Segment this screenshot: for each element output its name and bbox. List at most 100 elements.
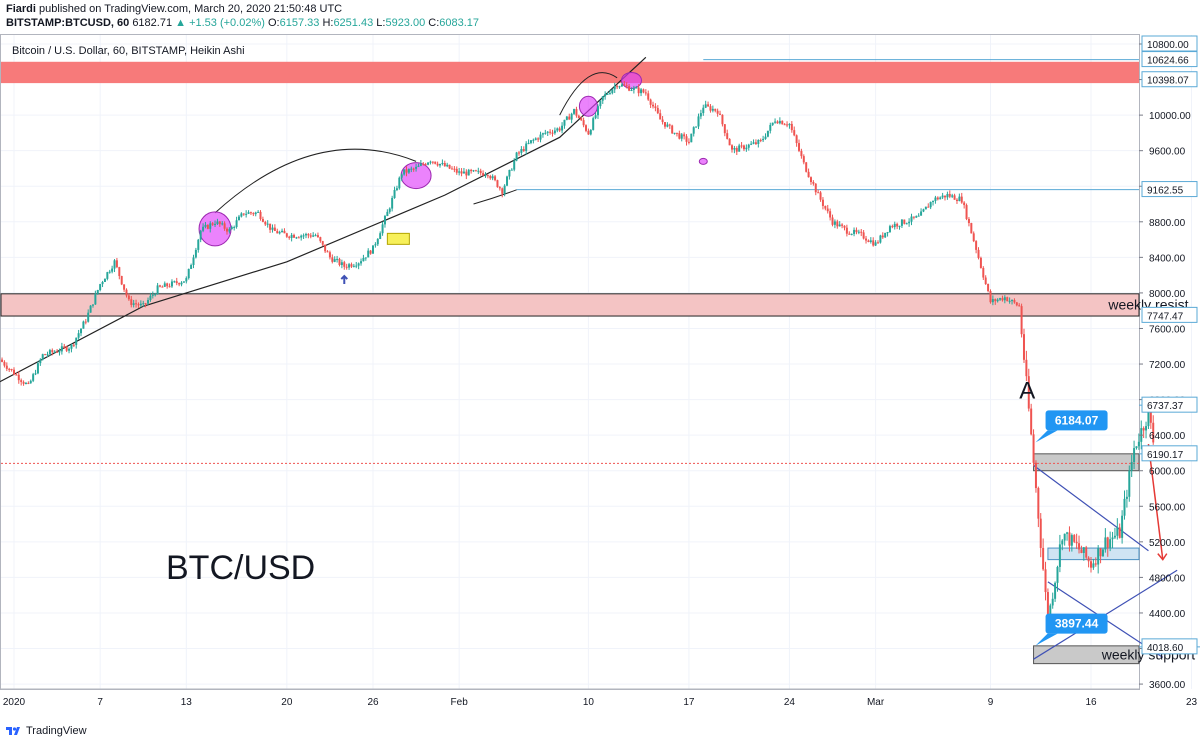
candle-body — [264, 221, 267, 225]
candle-body — [34, 373, 37, 375]
footer-brand[interactable]: TradingView — [26, 725, 87, 737]
candle-body — [613, 86, 616, 90]
candle-body — [687, 141, 690, 143]
author-name[interactable]: Fiardi — [6, 3, 36, 15]
candle-body — [534, 138, 537, 140]
time-axis[interactable]: 2020 7 13 20 26 Feb 10 17 24 Mar 9 16 23 — [1, 688, 1198, 708]
candle-body — [541, 133, 544, 135]
candle-body — [8, 368, 11, 370]
candle-body — [482, 173, 485, 176]
axis-price-tag-label: 6190.17 — [1147, 450, 1184, 461]
candle-body — [450, 168, 453, 170]
candle-body — [601, 96, 604, 101]
candle-body — [48, 350, 51, 355]
candle-body — [776, 121, 779, 124]
candle-body — [1039, 518, 1042, 548]
candle-body — [544, 132, 547, 134]
candle-body — [546, 131, 549, 133]
candle-body — [101, 282, 104, 285]
candle-body — [683, 134, 686, 137]
candle-body — [170, 281, 173, 287]
candle-body — [941, 195, 944, 198]
candle-body — [1056, 566, 1059, 583]
target-arrow-head — [1157, 553, 1168, 561]
candle-body — [881, 235, 884, 238]
candle-body — [247, 212, 250, 214]
axis-price-tag-label: 7747.47 — [1147, 311, 1184, 322]
price-axis[interactable]: 3600.004000.004400.004800.005200.005600.… — [1139, 35, 1198, 691]
candle-body — [853, 229, 856, 234]
price-tags: 6184.07 3897.44 — [1035, 410, 1108, 646]
candle-body — [965, 205, 968, 219]
candle-body — [149, 295, 152, 300]
candle-body — [1066, 532, 1069, 534]
candle-body — [838, 224, 841, 227]
candle-body — [829, 211, 832, 218]
candle-body — [211, 223, 214, 225]
candle-body — [302, 235, 305, 237]
candle-body — [826, 208, 829, 212]
candle-body — [427, 162, 430, 165]
candle-body — [376, 238, 379, 245]
candle-body — [884, 232, 887, 238]
candle-body — [865, 238, 868, 241]
candle-body — [711, 108, 714, 111]
candle-body — [355, 265, 358, 267]
candle-body — [812, 182, 815, 184]
candle-body — [596, 106, 599, 116]
open-label: O: — [267, 17, 280, 29]
candle-body — [324, 244, 327, 252]
candle-body — [1068, 532, 1071, 546]
candle-body — [316, 235, 319, 238]
candle-body — [675, 132, 678, 134]
candle-body — [939, 197, 942, 200]
candle-body — [326, 251, 329, 253]
candle-body — [1137, 441, 1140, 447]
candle-body — [125, 289, 128, 296]
candle-body — [288, 236, 291, 238]
candle-body — [577, 115, 580, 119]
candle-body — [144, 303, 147, 305]
candle-body — [393, 189, 396, 198]
candle-body — [321, 241, 324, 245]
candle-body — [814, 183, 817, 193]
candle-body — [766, 130, 769, 137]
candle-body — [987, 284, 990, 292]
candle-body — [281, 230, 284, 233]
candle-body — [915, 216, 918, 218]
candle-body — [237, 216, 240, 221]
candle-body — [745, 147, 748, 150]
candle-body — [271, 227, 274, 230]
candle-body — [46, 354, 49, 356]
candle-body — [252, 213, 255, 215]
candle-body — [757, 139, 760, 144]
chart-title: Bitcoin / U.S. Dollar, 60, BITSTAMP, Hei… — [12, 45, 245, 57]
candle-body — [273, 227, 276, 231]
candle-body — [1027, 376, 1030, 409]
candle-body — [436, 163, 439, 166]
candle-body — [190, 265, 193, 269]
candle-body — [13, 369, 15, 375]
candle-body — [678, 133, 681, 139]
last-price: 6182.71 — [132, 17, 173, 29]
candle-body — [1090, 561, 1092, 568]
candle-body — [216, 221, 219, 224]
candle-body — [24, 382, 27, 384]
candle-body — [462, 171, 465, 174]
candle-body — [848, 233, 851, 235]
candle-body — [453, 168, 456, 170]
up-arrow-icon — [340, 274, 348, 285]
candle-body — [967, 218, 970, 224]
candle-body — [10, 369, 13, 371]
y-tick-label: 7200.00 — [1149, 360, 1186, 371]
candle-body — [781, 120, 784, 125]
candle-body — [446, 164, 449, 167]
candle-body — [443, 163, 446, 167]
axis-price-tag — [1141, 181, 1198, 198]
candle-body — [331, 257, 334, 262]
candle-body — [218, 221, 221, 225]
candle-body — [194, 249, 197, 258]
y-tick-label: 8400.00 — [1149, 253, 1186, 264]
candle-body — [362, 258, 365, 262]
